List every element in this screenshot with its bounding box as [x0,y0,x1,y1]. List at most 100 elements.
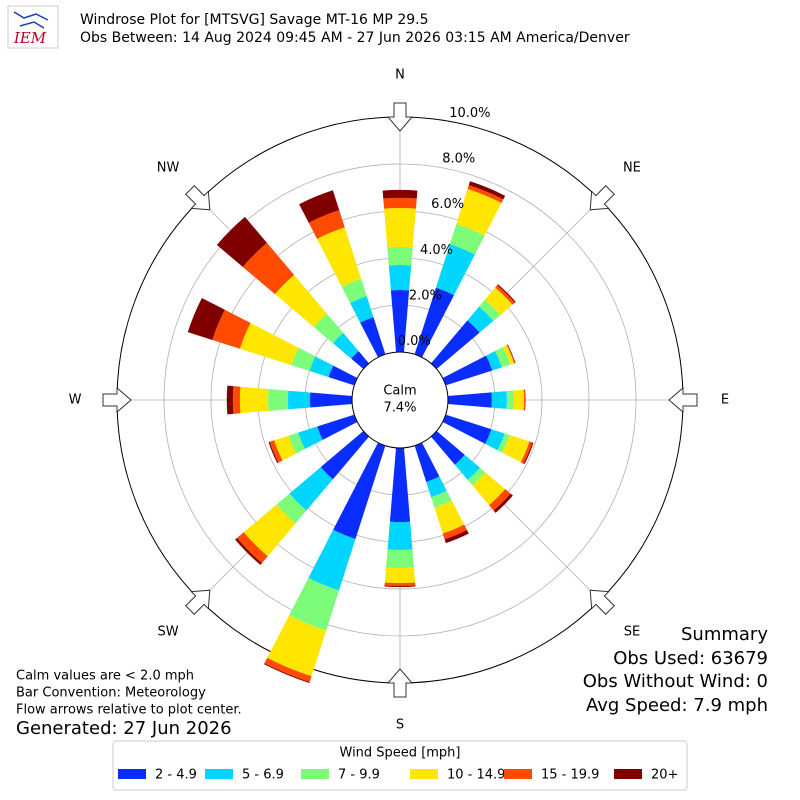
wedge [472,472,506,506]
summary: Obs Without Wind: 0 [583,671,768,692]
wedge [444,530,469,544]
wedge [263,663,310,683]
wedge [384,582,416,587]
chart-subtitle: Obs Between: 14 Aug 2024 09:45 AM - 27 J… [80,30,630,46]
wedge [291,347,316,372]
note: Bar Convention: Meteorology [16,686,206,701]
wedge [216,216,267,267]
flow-arrow [185,589,211,615]
wedge [309,356,334,378]
legend-label: 15 - 19.9 [541,768,599,783]
wedge [390,289,410,353]
wedge [497,284,516,303]
wedge [242,242,295,295]
wedge [506,390,515,410]
wedge [523,442,534,465]
logo-text: IEM [13,29,47,47]
wedge [382,189,418,199]
legend-swatch [205,769,233,779]
flow-arrow [589,185,615,211]
wedge [467,306,494,333]
calm-label: Calm [383,384,416,399]
chart-title: Windrose Plot for [MTSVG] Savage MT-16 M… [80,12,429,28]
r-tick-label: 2.0% [409,289,442,304]
legend-swatch [504,769,532,779]
wedge [414,287,455,358]
wedge [308,529,356,591]
r-tick-label: 6.0% [431,197,464,212]
direction-label: NE [623,161,641,176]
wedge [239,386,269,414]
direction-label: SW [158,624,179,639]
wedge [431,320,480,369]
wedge [267,615,327,677]
wedge [287,390,311,410]
direction-label: E [721,393,729,408]
wedge [523,389,526,411]
wedge [495,285,515,305]
wedge [456,188,502,236]
wedge [313,313,344,344]
wedge [434,500,465,534]
note: Calm values are < 2.0 mph [16,669,194,684]
wedge [467,185,504,203]
wedge [276,493,307,524]
wedge [243,504,296,557]
wedge [449,224,485,255]
wedge [513,389,525,411]
wedge [489,489,511,511]
legend-box [112,740,688,791]
wedge [298,426,323,449]
flow-arrow [589,589,615,615]
wedge [350,296,374,323]
wedge [387,246,413,266]
wedge [479,299,501,321]
r-tick-label: 10.0% [449,106,490,121]
wedge [384,207,416,248]
wedge [309,392,353,408]
wedge [388,265,412,291]
wedge [328,365,358,386]
logo-icon [13,11,49,29]
r-tick-label: 4.0% [420,243,453,258]
generated: Generated: 27 Jun 2026 [16,718,232,739]
wedge [507,344,516,364]
wedge [467,467,486,486]
wedge [491,391,507,409]
wedge [435,244,475,296]
wedge [431,490,452,508]
summary: Avg Speed: 7.9 mph [586,695,768,716]
flow-arrow [386,668,414,698]
legend-label: 5 - 6.9 [242,768,284,783]
wedge [486,351,502,371]
wedge [187,297,225,340]
wedge [274,435,296,461]
wedge [236,532,268,564]
legend-title: Wind Speed [mph] [340,746,461,761]
wedge [520,441,533,464]
wedge [389,447,411,523]
direction-label: NW [157,161,180,176]
flow-arrow [668,386,698,414]
wedge [274,274,328,328]
flow-arrow [386,102,414,132]
legend-swatch [614,769,642,779]
wedge [484,287,513,316]
wedge [383,197,417,209]
wedge [468,181,506,200]
wedge [308,210,345,239]
r-tick-label: 0.0% [398,334,431,349]
wedge [384,567,416,584]
wedge [269,440,283,463]
direction-label: W [69,393,82,408]
wedge [447,392,492,408]
calm-value: 7.4% [383,401,416,416]
wedge [239,323,299,366]
summary: Summary [681,624,768,645]
wedge [497,433,510,453]
wedge [360,317,386,358]
wedge [235,538,262,565]
wedge [264,657,312,683]
legend-swatch [301,769,329,779]
